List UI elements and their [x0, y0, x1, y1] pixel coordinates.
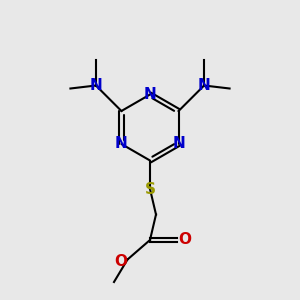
Text: O: O: [114, 254, 128, 268]
Text: N: N: [115, 136, 128, 152]
Text: N: N: [89, 78, 102, 93]
Text: N: N: [198, 78, 211, 93]
Text: N: N: [144, 87, 156, 102]
Text: N: N: [172, 136, 185, 152]
Text: O: O: [178, 232, 191, 247]
Text: S: S: [145, 182, 155, 196]
